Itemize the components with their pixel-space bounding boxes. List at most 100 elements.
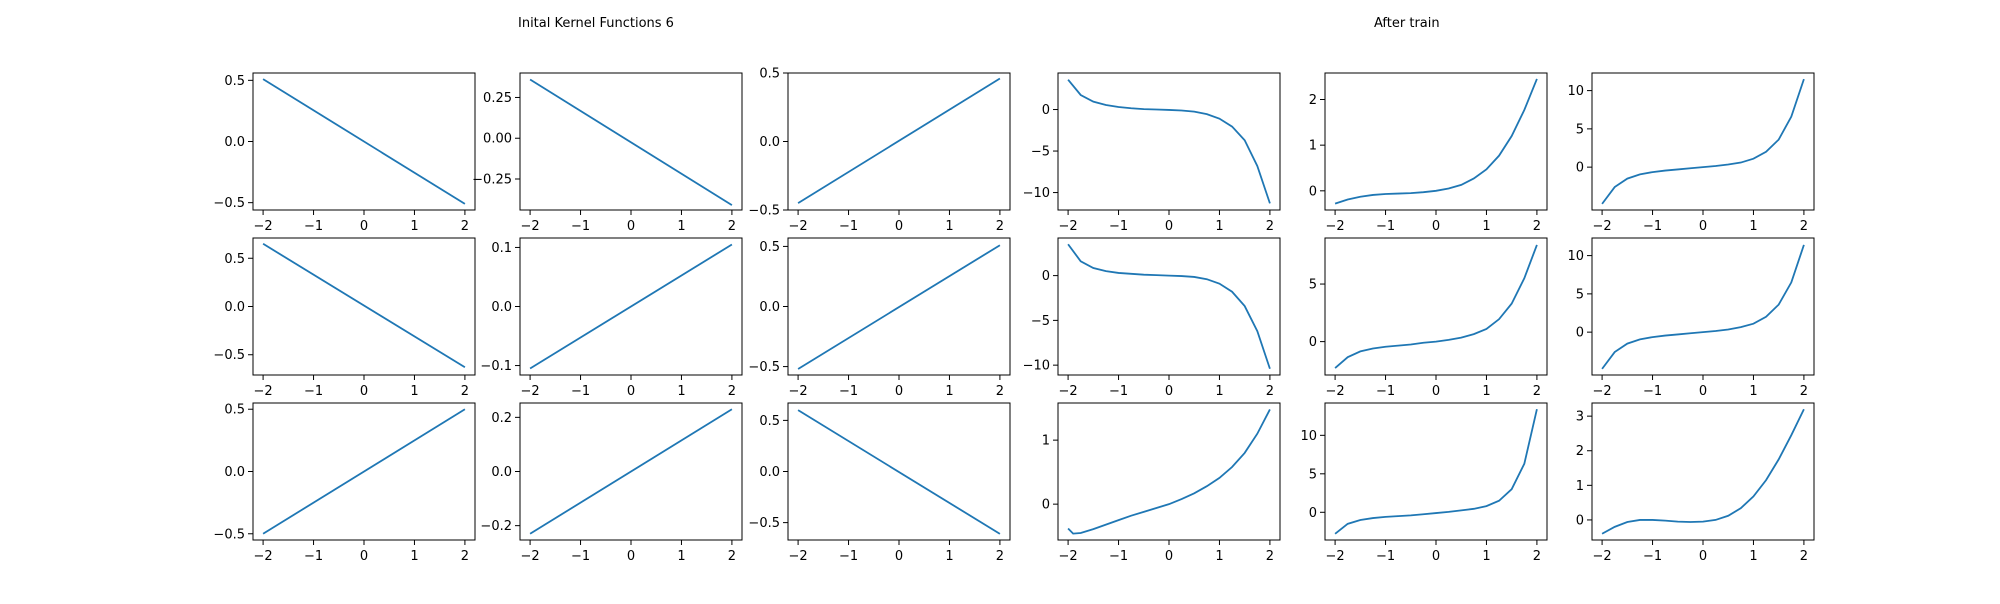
- x-tick-label: −2: [789, 549, 808, 564]
- y-tick-label: 0.5: [759, 414, 780, 429]
- x-tick-label: −1: [571, 549, 590, 564]
- y-tick-label: 10: [1567, 84, 1584, 99]
- x-tick-label: 2: [1533, 219, 1541, 234]
- initial-kernels-title: Inital Kernel Functions 6: [518, 16, 674, 31]
- x-tick-label: 2: [461, 549, 469, 564]
- x-tick-label: −2: [1059, 384, 1078, 399]
- subplot-trained-r2-c0: −2 −1 0 1 2 0 1: [1042, 402, 1281, 564]
- x-tick-label: −1: [1643, 549, 1662, 564]
- x-tick-label: −1: [1376, 549, 1395, 564]
- y-tick-label: 5: [1576, 287, 1584, 302]
- subplot-trained-r2-c2: −2 −1 0 1 2 0 1 2 3: [1576, 402, 1815, 564]
- axes-frame: [1591, 72, 1815, 211]
- x-tick-label: −1: [1109, 219, 1128, 234]
- y-tick-label: 5: [1309, 467, 1317, 482]
- x-tick-label: 1: [410, 549, 418, 564]
- x-tick-label: 0: [627, 384, 635, 399]
- y-tick-label: −0.5: [748, 360, 780, 375]
- x-tick-label: 0: [1432, 549, 1440, 564]
- y-tick-label: −0.5: [748, 516, 780, 531]
- x-tick-label: −2: [254, 219, 273, 234]
- y-tick-label: 0.5: [759, 67, 780, 82]
- x-tick-label: 2: [1266, 384, 1274, 399]
- subplot-initial-r0-c2: −2 −1 0 1 2 −0.5 0.0 0.5: [748, 67, 1011, 234]
- x-tick-label: −2: [1326, 219, 1345, 234]
- axes-frame: [1057, 402, 1281, 541]
- x-tick-label: −2: [789, 384, 808, 399]
- x-tick-label: 2: [1533, 549, 1541, 564]
- series-line: [529, 243, 733, 370]
- x-tick-label: 2: [728, 384, 736, 399]
- x-tick-label: 2: [461, 219, 469, 234]
- y-tick-label: 0.0: [491, 300, 512, 315]
- y-tick-label: 0.5: [759, 240, 780, 255]
- x-tick-label: −2: [1593, 384, 1612, 399]
- x-tick-label: −1: [839, 549, 858, 564]
- axes-frame: [1324, 402, 1548, 541]
- subplot-initial-r1-c2: −2 −1 0 1 2 −0.5 0.0 0.5: [748, 237, 1011, 399]
- x-tick-label: 1: [945, 384, 953, 399]
- y-tick-label: 0.2: [491, 411, 512, 426]
- axes-frame: [1324, 237, 1548, 376]
- x-tick-label: 1: [677, 384, 685, 399]
- y-tick-label: 2: [1309, 93, 1317, 108]
- series-line: [1601, 78, 1805, 205]
- subplot-initial-r2-c1: −2 −1 0 1 2 −0.2 0.0 0.2: [480, 402, 743, 564]
- series-line: [1334, 408, 1538, 535]
- subplot-initial-r2-c2: −2 −1 0 1 2 −0.5 0.0 0.5: [748, 402, 1011, 564]
- y-tick-label: 0.0: [491, 465, 512, 480]
- x-tick-label: −1: [571, 384, 590, 399]
- x-tick-label: 2: [1533, 384, 1541, 399]
- x-tick-label: 0: [1432, 384, 1440, 399]
- y-tick-label: 1: [1042, 434, 1050, 449]
- x-tick-label: −1: [1376, 219, 1395, 234]
- y-tick-label: 0.0: [224, 465, 245, 480]
- x-tick-label: 2: [996, 384, 1004, 399]
- series-line: [1067, 79, 1271, 204]
- x-tick-label: 0: [360, 219, 368, 234]
- x-tick-label: −1: [304, 384, 323, 399]
- x-tick-label: 0: [1432, 219, 1440, 234]
- y-tick-label: −0.5: [213, 527, 245, 542]
- axes-frame: [1057, 237, 1281, 376]
- axes-frame: [1591, 402, 1815, 541]
- y-tick-label: 0: [1576, 513, 1584, 528]
- y-tick-label: −5: [1031, 145, 1050, 160]
- y-tick-label: 10: [1300, 429, 1317, 444]
- x-tick-label: 0: [1699, 219, 1707, 234]
- axes-frame: [1324, 72, 1548, 211]
- series-line: [529, 78, 733, 206]
- y-tick-label: 0.5: [224, 74, 245, 89]
- x-tick-label: 0: [627, 549, 635, 564]
- x-tick-label: −2: [1593, 549, 1612, 564]
- y-tick-label: 0: [1576, 326, 1584, 341]
- x-tick-label: 1: [945, 549, 953, 564]
- x-tick-label: −2: [521, 549, 540, 564]
- x-tick-label: −2: [521, 219, 540, 234]
- x-tick-label: −1: [839, 219, 858, 234]
- x-tick-label: −1: [1643, 219, 1662, 234]
- x-tick-label: 2: [728, 549, 736, 564]
- x-tick-label: 1: [1482, 384, 1490, 399]
- x-tick-label: −2: [1326, 549, 1345, 564]
- x-tick-label: −1: [839, 384, 858, 399]
- x-tick-label: −1: [304, 219, 323, 234]
- y-tick-label: 0.0: [759, 135, 780, 150]
- x-tick-label: 2: [1800, 549, 1808, 564]
- x-tick-label: 2: [1266, 549, 1274, 564]
- x-tick-label: 0: [360, 549, 368, 564]
- x-tick-label: 0: [895, 549, 903, 564]
- y-tick-label: 2: [1576, 444, 1584, 459]
- y-tick-label: −0.2: [480, 519, 512, 534]
- y-tick-label: −10: [1023, 186, 1050, 201]
- subplot-initial-r0-c1: −2 −1 0 1 2 −0.25 0.00 0.25: [472, 72, 743, 234]
- subplot-trained-r0-c1: −2 −1 0 1 2 0 1 2: [1309, 72, 1548, 234]
- y-tick-label: 0: [1042, 103, 1050, 118]
- x-tick-label: 1: [1215, 384, 1223, 399]
- y-tick-label: −0.5: [213, 196, 245, 211]
- subplot-trained-r0-c2: −2 −1 0 1 2 0 5 10: [1567, 72, 1815, 234]
- y-tick-label: 3: [1576, 410, 1584, 425]
- x-tick-label: 2: [1800, 219, 1808, 234]
- y-tick-label: 5: [1309, 278, 1317, 293]
- x-tick-label: 0: [895, 219, 903, 234]
